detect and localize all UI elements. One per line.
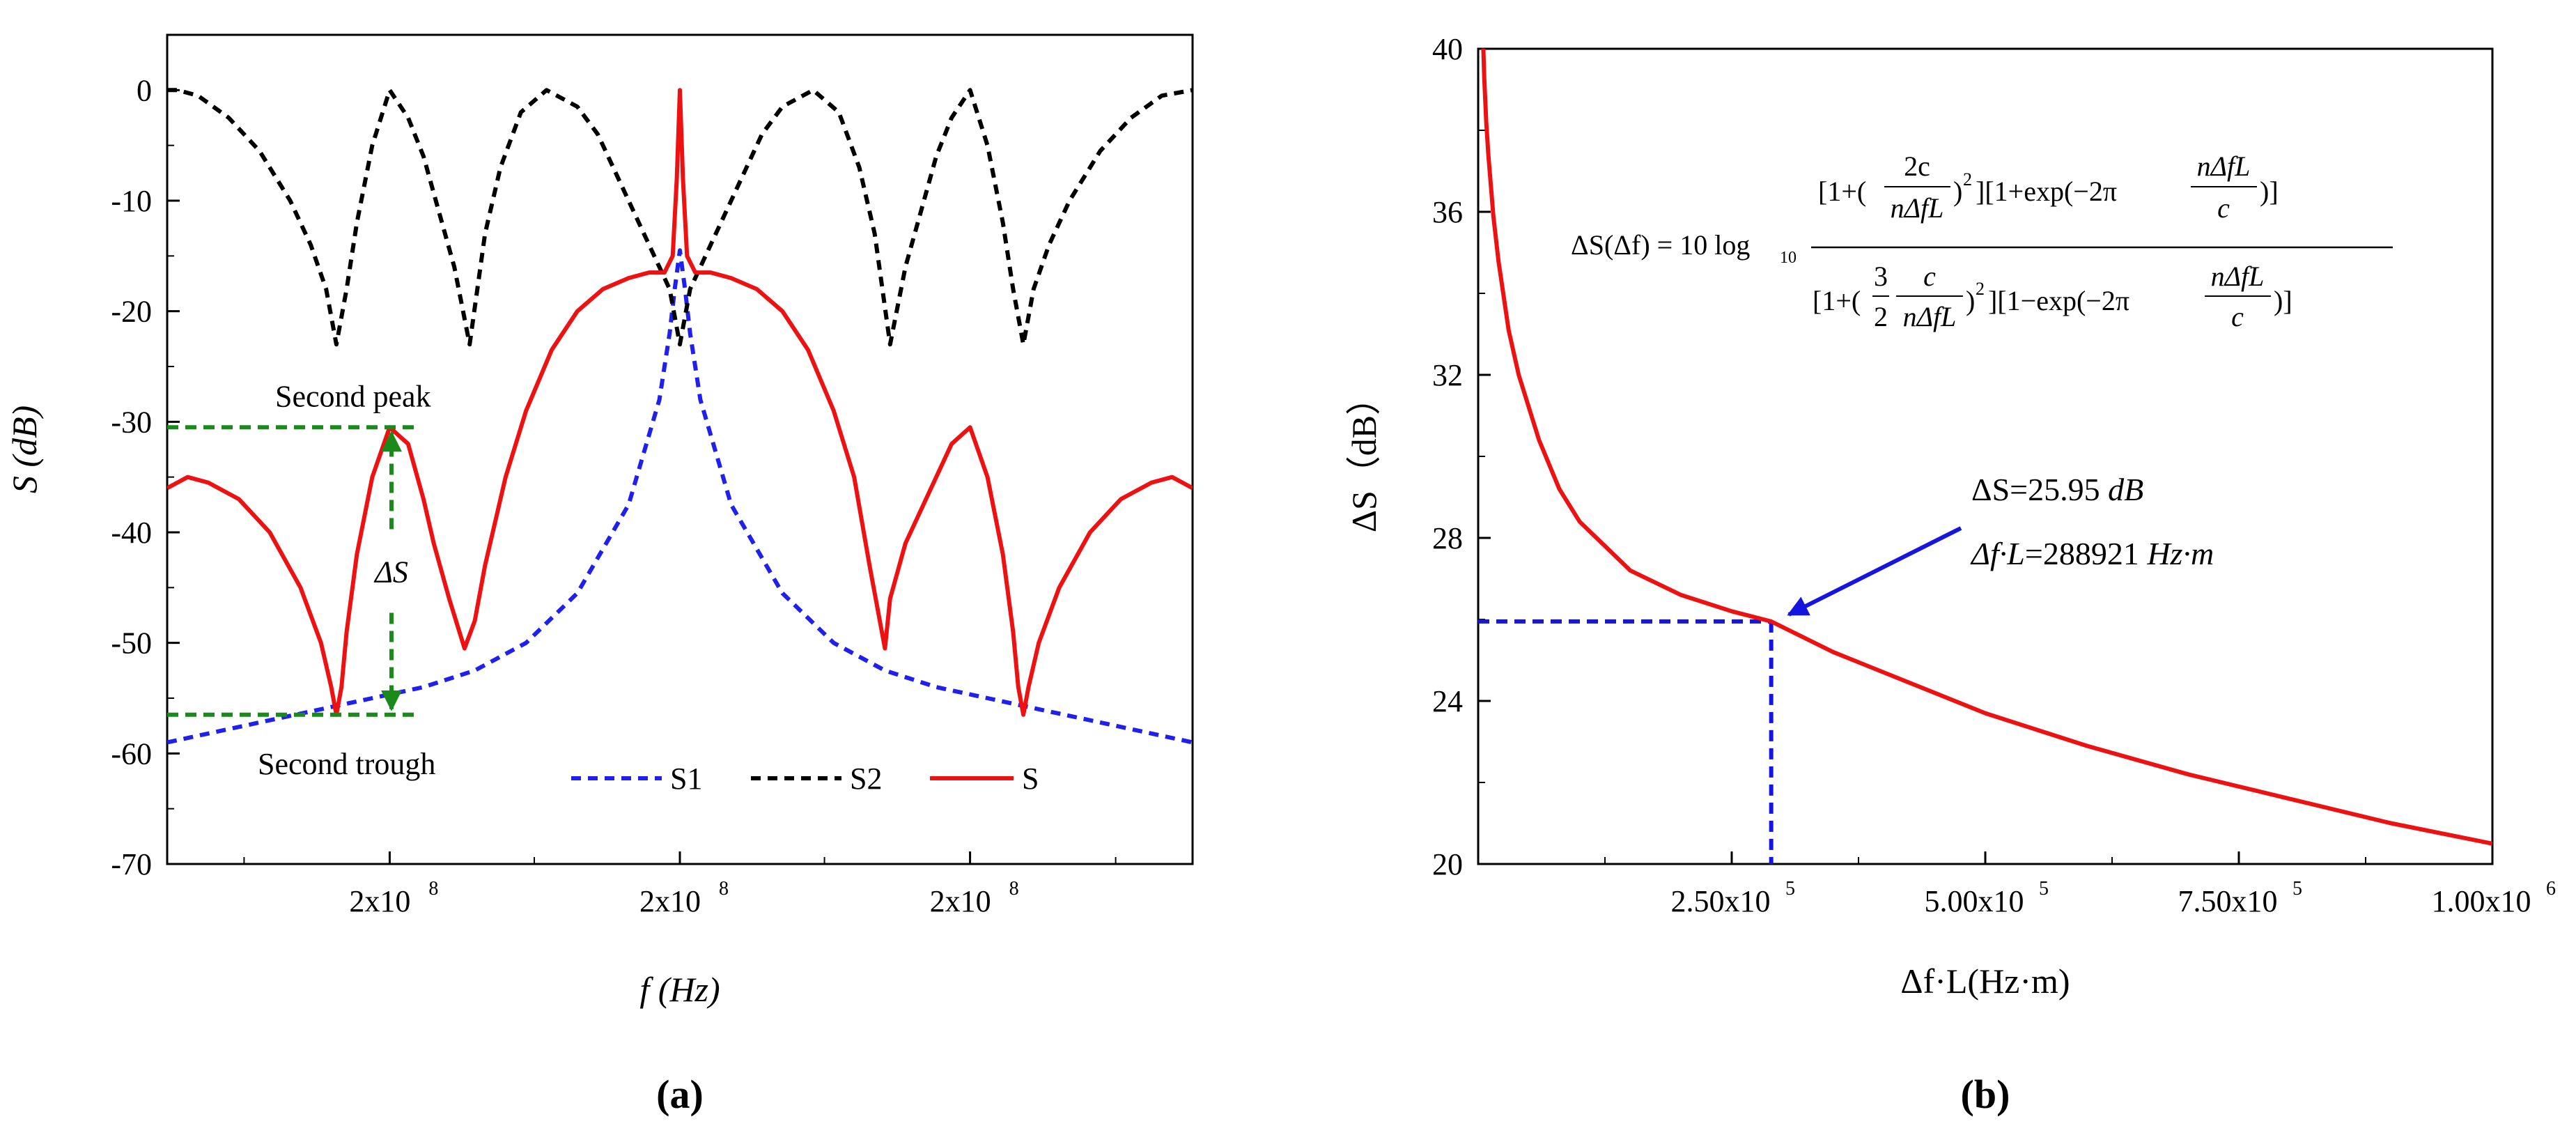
x-ticks-b: 2.50x10 5 5.00x10 5 7.50x10 5 1.00x10 6 <box>1604 851 2556 918</box>
legend-label-s: S <box>1022 762 1039 796</box>
formula-num-sq: 2 <box>1963 169 1972 190</box>
formula: ΔS(Δf) = 10 log 10 [1+( 2c nΔfL ) 2 ][1+… <box>1571 151 2393 332</box>
plot-frame-a <box>166 33 1194 865</box>
formula-den-frac2-bot: c <box>2231 301 2244 332</box>
formula-den-frac-a-top: 3 <box>1874 261 1888 292</box>
y-tick-label-b: 24 <box>1432 684 1463 718</box>
y-tick-label-a: -20 <box>111 295 152 329</box>
annotation-line1-unit: dB <box>2108 472 2143 507</box>
formula-den-frac2-top: nΔfL <box>2211 261 2265 292</box>
y-ticks-b: 20 24 28 32 36 40 <box>1432 32 1491 881</box>
formula-den-frac-b-bot: nΔfL <box>1903 301 1957 332</box>
legend-label-s1: S1 <box>670 762 702 796</box>
series-line-delta-s <box>1481 49 2492 846</box>
x-tick-exponent-a: 8 <box>719 878 729 900</box>
y-tick-label-b: 36 <box>1432 195 1463 229</box>
x-tick-label-a: 2x10 <box>930 884 991 918</box>
x-tick-label-b: 5.00x10 <box>1925 884 2024 918</box>
formula-den-sq: 2 <box>1976 279 1985 299</box>
formula-num-frac2-bot: c <box>2217 192 2230 224</box>
x-tick-exponent-b: 5 <box>1785 878 1795 900</box>
x-tick-label-b: 7.50x10 <box>2178 884 2278 918</box>
formula-num-frac-top: 2c <box>1904 151 1930 182</box>
formula-den-frac-a-bot: 2 <box>1874 301 1888 332</box>
x-tick-exponent-b: 5 <box>2039 878 2049 900</box>
formula-lhs: ΔS(Δf) = 10 log <box>1571 229 1750 261</box>
point-annotation: ΔS=25.95 dB Δf·L=288921 Hz·m <box>1970 472 2214 571</box>
x-axis-label-b: Δf·L(Hz·m) <box>1900 962 2070 1001</box>
legend-a: S1 S2 S <box>571 762 1039 796</box>
formula-num-b: ) <box>1953 176 1962 207</box>
x-tick-label-b: 2.50x10 <box>1671 884 1771 918</box>
y-tick-label-a: -30 <box>111 405 152 439</box>
x-axis-label-a: f (Hz) <box>639 970 720 1009</box>
formula-den-frac-b-top: c <box>1923 261 1936 292</box>
formula-num-c: ][1+exp(−2π <box>1976 176 2117 207</box>
panel-a: 0 -10 -20 -30 -40 -50 -60 -70 2x10 8 2x10 8 2x10 8 S… <box>5 33 1194 1117</box>
second-trough-label: Second trough <box>258 747 435 781</box>
y-tick-label-b: 40 <box>1432 32 1463 66</box>
y-tick-label-b: 20 <box>1432 847 1463 881</box>
annotation-line1-prefix: ΔS=25.95 <box>1971 472 2108 507</box>
x-tick-exponent-b: 6 <box>2546 878 2556 900</box>
legend-label-s2: S2 <box>850 762 882 796</box>
formula-den-d: )] <box>2274 285 2292 316</box>
annotation-line2: Δf·L=288921 Hz·m <box>1970 536 2214 571</box>
y-tick-label-a: -50 <box>111 626 152 661</box>
panel-label-a: (a) <box>656 1072 704 1117</box>
y-axis-label-b: ΔS（dB） <box>1344 380 1383 532</box>
y-tick-label-a: -70 <box>111 847 152 881</box>
series-line-s <box>167 88 1193 717</box>
annotation-line2-value: =288921 <box>2025 536 2147 571</box>
x-ticks-a: 2x10 8 2x10 8 2x10 8 <box>243 851 1117 918</box>
plot-frame-b <box>1477 47 2494 865</box>
y-tick-label-a: 0 <box>137 73 152 107</box>
series-line-s2 <box>167 88 1193 347</box>
y-tick-label-a: -40 <box>111 516 152 550</box>
annotation-line2-prefix: Δf·L <box>1970 536 2025 571</box>
annotation-line2-unit: Hz·m <box>2146 536 2214 571</box>
second-peak-label: Second peak <box>275 379 431 413</box>
x-tick-exponent-a: 8 <box>428 878 438 900</box>
formula-den-c: ][1−exp(−2π <box>1988 285 2129 316</box>
annotation-arrow <box>1787 526 1962 617</box>
y-ticks-a: 0 -10 -20 -30 -40 -50 -60 -70 <box>111 73 180 881</box>
y-axis-label-a: S (dB) <box>5 406 44 493</box>
x-tick-exponent-a: 8 <box>1009 878 1019 900</box>
formula-num-frac2-top: nΔfL <box>2197 151 2251 182</box>
x-tick-label-b: 1.00x10 <box>2432 884 2531 918</box>
formula-subscript: 10 <box>1780 249 1797 267</box>
x-tick-label-a: 2x10 <box>639 884 701 918</box>
x-tick-label-a: 2x10 <box>349 884 410 918</box>
y-tick-label-a: -10 <box>111 184 152 218</box>
y-tick-label-a: -60 <box>111 736 152 771</box>
panel-label-b: (b) <box>1961 1072 2010 1117</box>
annotations-a: Second peak Second trough ΔS <box>167 379 435 781</box>
annotation-line1: ΔS=25.95 dB <box>1971 472 2143 507</box>
delta-s-label: ΔS <box>373 555 408 589</box>
formula-den-b: ) <box>1966 285 1975 316</box>
series-group-a <box>167 88 1193 745</box>
formula-den-a: [1+( <box>1813 285 1861 316</box>
guide-lines-b <box>1478 619 1774 864</box>
y-tick-label-b: 32 <box>1432 358 1463 392</box>
series-group-b <box>1481 49 2492 846</box>
series-line-s1 <box>167 248 1193 745</box>
x-tick-exponent-b: 5 <box>2292 878 2302 900</box>
formula-num-a: [1+( <box>1818 176 1866 207</box>
formula-num-frac-bot: nΔfL <box>1891 192 1944 224</box>
formula-num-d: )] <box>2260 176 2279 207</box>
y-tick-label-b: 28 <box>1432 521 1463 555</box>
